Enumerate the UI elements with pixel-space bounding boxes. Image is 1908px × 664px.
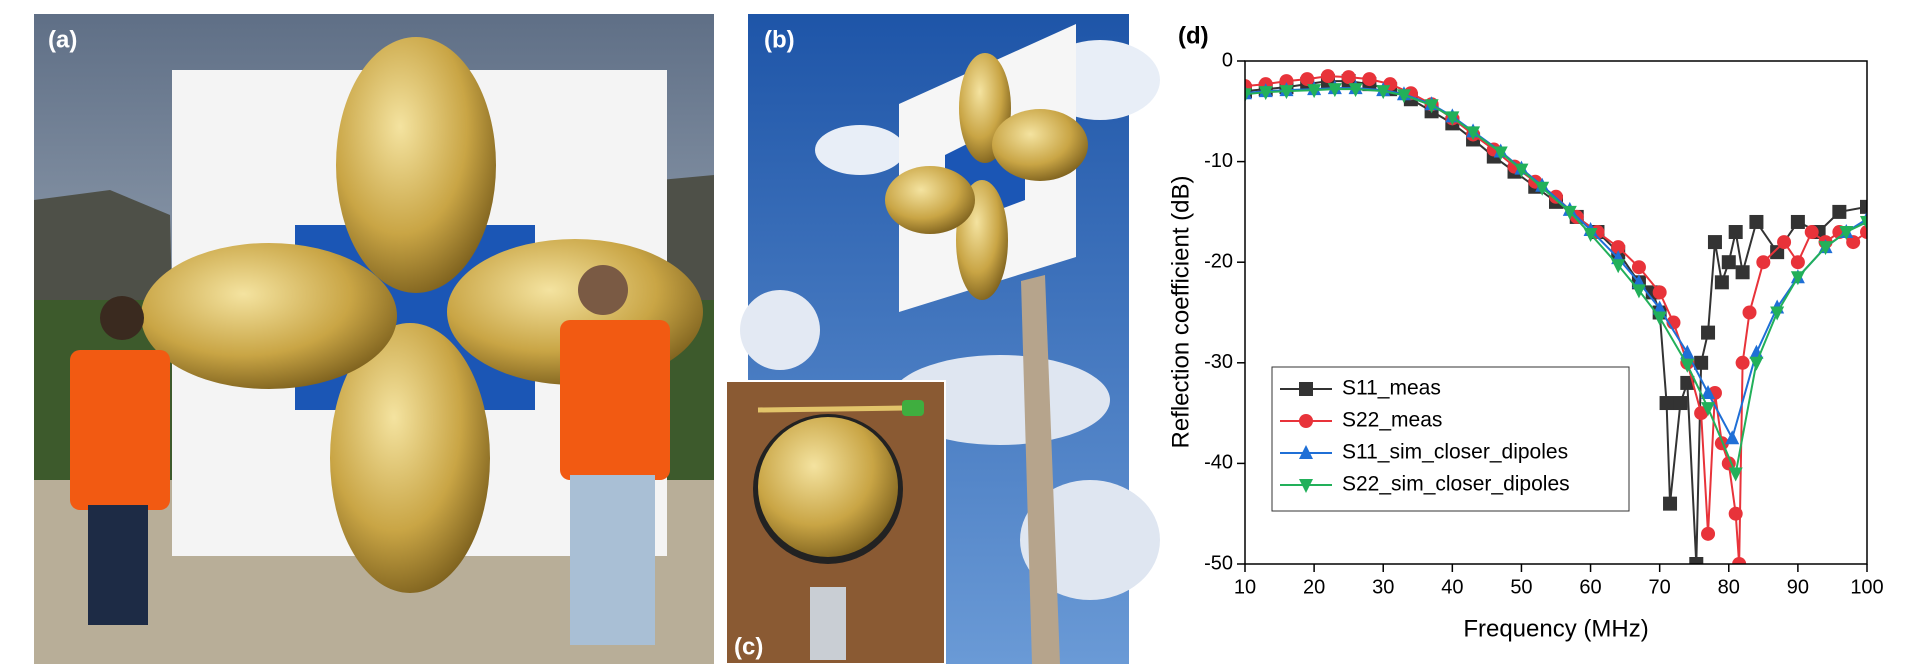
x-tick-label: 20 xyxy=(1303,576,1325,598)
legend-marker xyxy=(1299,382,1313,396)
marker xyxy=(1749,215,1763,229)
legend-label: S22_meas xyxy=(1342,409,1442,432)
x-tick-label: 30 xyxy=(1372,576,1394,598)
marker xyxy=(1722,255,1736,269)
photo-c xyxy=(726,381,945,664)
marker xyxy=(1708,235,1722,249)
marker xyxy=(1701,326,1715,340)
marker xyxy=(1756,255,1770,269)
x-tick-label: 90 xyxy=(1787,576,1809,598)
legend-marker xyxy=(1299,414,1313,428)
x-axis-title: Frequency (MHz) xyxy=(1463,615,1648,642)
photo-a xyxy=(34,14,714,664)
marker xyxy=(1342,70,1356,84)
x-tick-label: 10 xyxy=(1234,576,1256,598)
y-tick-label: 0 xyxy=(1222,49,1233,71)
marker xyxy=(1736,265,1750,279)
marker xyxy=(1791,255,1805,269)
marker xyxy=(1653,285,1667,299)
marker xyxy=(1694,356,1708,370)
marker xyxy=(1805,225,1819,239)
marker xyxy=(1736,356,1750,370)
x-tick-label: 50 xyxy=(1510,576,1532,598)
x-tick-label: 100 xyxy=(1850,576,1883,598)
panel-label: (c) xyxy=(734,633,763,660)
y-tick-label: -40 xyxy=(1204,452,1233,474)
marker xyxy=(1729,507,1743,521)
figure: (a) (b) (c) (d) Frequency (MHz) Reflecti… xyxy=(0,0,1908,664)
x-tick-label: 80 xyxy=(1718,576,1740,598)
x-tick-label: 40 xyxy=(1441,576,1463,598)
panel-label: (a) xyxy=(48,26,77,53)
marker xyxy=(1321,69,1335,83)
legend-label: S11_sim_closer_dipoles xyxy=(1342,441,1568,464)
marker xyxy=(1832,205,1846,219)
marker xyxy=(1632,260,1646,274)
y-tick-label: -50 xyxy=(1204,552,1233,574)
marker xyxy=(1300,72,1314,86)
marker xyxy=(1660,396,1674,410)
panel-label: (b) xyxy=(764,26,795,53)
marker xyxy=(1791,215,1805,229)
marker xyxy=(1701,527,1715,541)
x-tick-label: 60 xyxy=(1579,576,1601,598)
marker xyxy=(1673,396,1687,410)
marker xyxy=(1715,275,1729,289)
marker xyxy=(1362,72,1376,86)
y-tick-label: -20 xyxy=(1204,250,1233,272)
legend-label: S22_sim_closer_dipoles xyxy=(1342,473,1570,496)
y-tick-label: -10 xyxy=(1204,150,1233,172)
marker xyxy=(1725,430,1739,444)
marker xyxy=(1777,235,1791,249)
marker xyxy=(1663,497,1677,511)
y-axis-title: Reflection coefficient (dB) xyxy=(1167,175,1194,448)
legend-label: S11_meas xyxy=(1342,377,1441,400)
y-tick-label: -30 xyxy=(1204,351,1233,373)
panel-label: (d) xyxy=(1178,22,1209,49)
marker xyxy=(1729,225,1743,239)
marker xyxy=(1743,306,1757,320)
legend: S11_meas S22_meas S11_sim_closer_dipoles S2… xyxy=(1272,367,1629,511)
x-tick-label: 70 xyxy=(1649,576,1671,598)
